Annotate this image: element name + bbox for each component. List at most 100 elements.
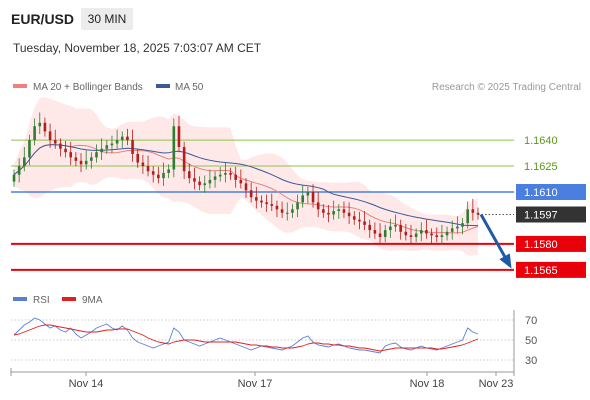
candle-body — [64, 148, 67, 153]
candle — [110, 135, 114, 154]
candle — [373, 222, 377, 239]
candle-body — [249, 190, 253, 198]
bollinger-band-area — [14, 97, 478, 256]
price-levels — [11, 139, 514, 271]
candle-body — [208, 179, 212, 184]
candle-body — [456, 226, 459, 229]
candle-body — [43, 122, 47, 132]
candle — [33, 118, 36, 146]
candle-body — [373, 230, 377, 234]
candle-body — [332, 211, 335, 215]
candle-body — [461, 223, 464, 227]
candle-body — [419, 230, 423, 234]
candle — [182, 141, 186, 180]
forecast-arrow-head — [499, 253, 512, 269]
candle-body — [280, 209, 284, 213]
candle — [115, 129, 119, 149]
candle-body — [476, 212, 480, 215]
candle-body — [172, 126, 176, 170]
candle — [280, 201, 284, 218]
candle-body — [126, 136, 129, 141]
timeframe-badge[interactable] — [81, 8, 133, 30]
candle — [358, 211, 361, 230]
candle-body — [265, 202, 268, 205]
candle-body — [399, 224, 402, 232]
research-credit: Research © 2025 Trading Central — [432, 82, 581, 93]
candle — [409, 224, 413, 245]
candle-body — [440, 235, 444, 237]
candle — [218, 166, 222, 182]
candle-body — [291, 209, 294, 213]
datetime-label: Tuesday, November 18, 2025 7:03:07 AM CE… — [13, 41, 262, 55]
candle — [64, 140, 67, 158]
candle-body — [260, 200, 263, 203]
candle — [414, 228, 418, 243]
candle — [100, 138, 103, 160]
candle — [476, 207, 480, 220]
candle-body — [270, 204, 274, 206]
candle — [12, 169, 16, 187]
candle-body — [322, 209, 325, 213]
candle-body — [296, 202, 299, 210]
rsi-tick-label: 70 — [525, 315, 537, 327]
timeframe-label: 30 MIN — [88, 12, 127, 26]
resistance-label: 1.1625 — [524, 161, 558, 173]
candle-body — [409, 235, 413, 237]
candle-body — [84, 160, 88, 165]
candle-body — [203, 183, 207, 186]
candle — [440, 224, 444, 245]
candle-body — [177, 126, 181, 147]
candle — [120, 131, 124, 148]
rsi-tick-label: 50 — [525, 335, 537, 347]
candle — [255, 186, 258, 209]
candle — [69, 141, 73, 166]
candle-body — [33, 126, 36, 141]
candle-body — [224, 172, 227, 175]
candle-body — [327, 212, 330, 215]
candle-body — [301, 195, 305, 203]
candle-body — [229, 172, 232, 175]
candle-body — [363, 221, 366, 225]
candle-body — [435, 235, 439, 237]
rsi-tick-label: 30 — [525, 355, 537, 367]
candle-body — [358, 219, 361, 222]
candle — [59, 138, 62, 157]
candle — [368, 219, 372, 238]
candle-body — [162, 172, 165, 179]
candle — [177, 115, 181, 153]
candle — [332, 200, 335, 220]
candle-body — [146, 166, 150, 172]
candle-body — [100, 148, 103, 153]
candle-body — [59, 143, 62, 149]
support-label: 1.1565 — [524, 265, 558, 277]
candle-body — [105, 145, 109, 149]
candle-body — [48, 131, 52, 141]
candle-body — [275, 205, 279, 210]
candle — [198, 176, 201, 191]
candle — [224, 162, 227, 183]
candle — [151, 166, 155, 183]
candle-body — [425, 230, 428, 234]
rsi-9ma-line — [13, 324, 479, 352]
candle — [306, 186, 310, 204]
candle — [347, 202, 351, 225]
candle — [316, 192, 320, 218]
candle — [95, 144, 98, 163]
pivot-label: 1.1610 — [524, 187, 558, 199]
candle — [450, 220, 454, 240]
candle — [90, 152, 93, 169]
candle-body — [157, 174, 160, 179]
candle — [466, 201, 469, 229]
candle — [285, 202, 289, 221]
candle — [136, 148, 140, 168]
candle — [394, 214, 397, 232]
candle — [79, 153, 83, 173]
candle — [322, 204, 325, 218]
rsi-panel: 70 50 30 — [11, 315, 537, 367]
candle — [157, 166, 160, 184]
candle — [265, 194, 268, 212]
candle — [337, 204, 341, 219]
candle-body — [182, 147, 186, 172]
candle — [126, 128, 129, 146]
